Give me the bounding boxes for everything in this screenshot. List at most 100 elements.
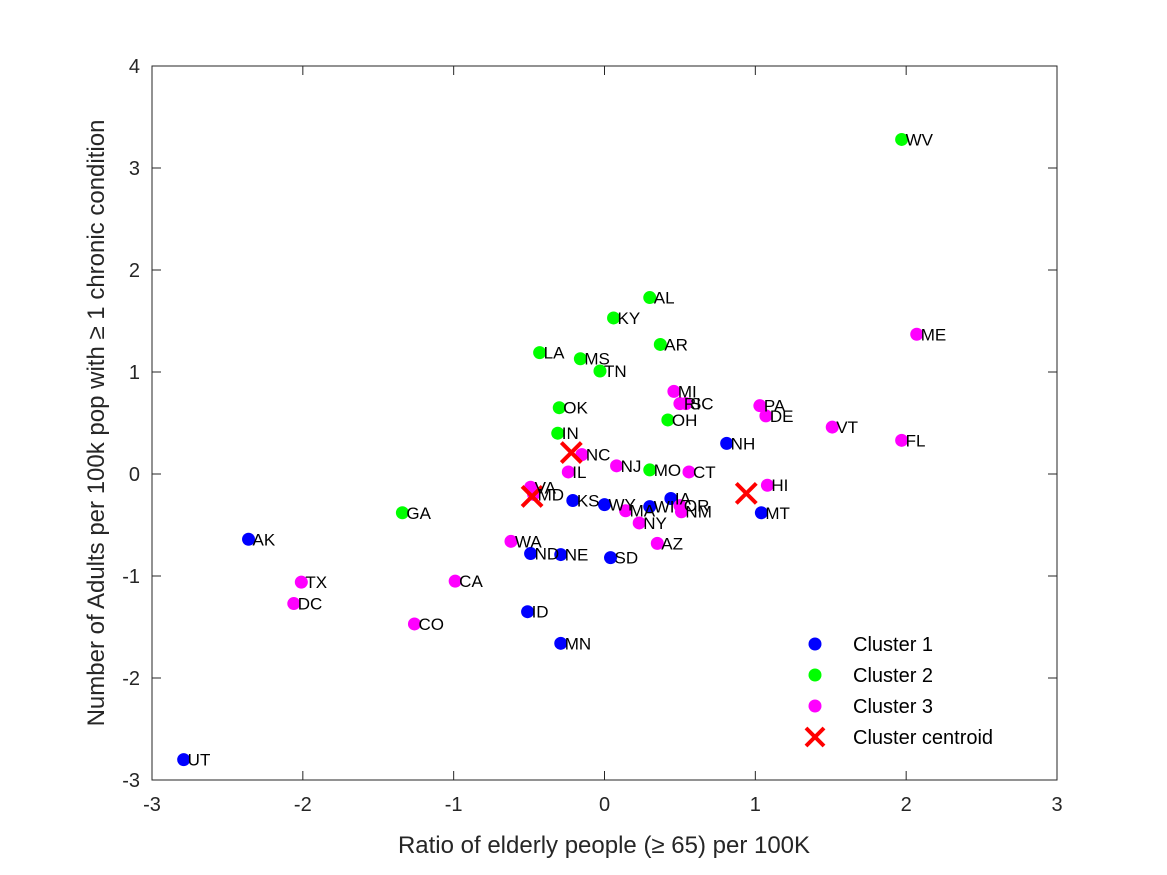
point-label: NJ — [621, 457, 642, 476]
y-tick-label: 4 — [129, 56, 140, 78]
data-point-tn — [593, 364, 607, 378]
data-point-oh — [661, 413, 675, 427]
point-label: WI — [654, 498, 675, 517]
point-label: WA — [515, 532, 542, 551]
x-tick-label: 2 — [901, 794, 912, 816]
data-point-ma — [619, 504, 633, 518]
data-point-ks — [566, 494, 580, 508]
point-label: SD — [615, 549, 639, 568]
point-label: AR — [664, 335, 688, 354]
axis-ticks: -3 -2 -1 0 1 2 3 -3 -2 -1 0 1 2 3 4 — [122, 56, 1062, 816]
point-label: SC — [690, 395, 714, 414]
data-point-ut — [177, 753, 191, 767]
data-point-dc — [287, 597, 301, 611]
x-tick-label: 0 — [599, 794, 610, 816]
y-tick-label: 2 — [129, 260, 140, 282]
cluster-centroid-marker — [734, 481, 758, 505]
data-point-wa — [504, 534, 518, 548]
legend-marker — [808, 699, 822, 713]
data-point-ky — [607, 311, 621, 325]
data-point-la — [533, 346, 547, 360]
data-points — [177, 132, 924, 767]
legend-entry: Cluster 3 — [808, 696, 933, 718]
y-tick-label: -3 — [122, 770, 140, 792]
y-tick-label: 1 — [129, 362, 140, 384]
data-point-wy — [598, 498, 611, 512]
data-point-ar — [653, 337, 667, 351]
point-label: FL — [906, 431, 926, 450]
point-label: NE — [565, 546, 589, 565]
data-point-fl — [895, 433, 909, 447]
point-label: NC — [586, 446, 611, 465]
point-label: MI — [678, 382, 697, 401]
point-label: MS — [584, 350, 610, 369]
data-point-mt — [754, 506, 768, 520]
data-point-az — [650, 536, 664, 550]
y-tick-label: -1 — [122, 566, 140, 588]
point-label: CT — [693, 463, 716, 482]
point-label: IA — [675, 489, 692, 508]
data-point-ne — [554, 548, 568, 562]
data-point-hi — [760, 478, 774, 492]
point-label: VA — [535, 478, 557, 497]
data-point-wv — [895, 132, 909, 146]
data-point-nh — [720, 436, 734, 450]
x-tick-label: -3 — [143, 794, 161, 816]
data-point-ok — [552, 401, 566, 415]
point-label: TX — [305, 573, 327, 592]
x-tick-label: 3 — [1051, 794, 1062, 816]
point-label: RI — [684, 395, 701, 414]
data-point-nm — [674, 505, 688, 519]
x-axis-label: Ratio of elderly people (≥ 65) per 100K — [398, 832, 810, 859]
point-label: DC — [298, 595, 323, 614]
point-label: WY — [609, 496, 636, 515]
data-point-ga — [395, 506, 409, 520]
data-point-in — [551, 426, 565, 440]
point-labels: AK UT ND NE SD ID MN KS WY WI IA NH MT WV AL KY AR LA MSTN… — [188, 130, 947, 769]
plot-frame — [151, 65, 1058, 781]
data-point-al — [643, 291, 657, 305]
data-point-id — [521, 605, 535, 619]
point-label: LA — [544, 344, 565, 363]
point-label: MD — [538, 485, 564, 504]
data-point-co — [407, 617, 421, 631]
point-label: OR — [684, 497, 710, 516]
point-label: PA — [764, 397, 786, 416]
cluster-centroid-marker — [559, 441, 583, 464]
data-point-wi — [643, 500, 657, 514]
point-label: NM — [685, 503, 711, 522]
point-label: NH — [731, 434, 756, 453]
data-point-sc — [679, 397, 693, 411]
data-point-ny — [632, 516, 646, 530]
legend-label: Cluster centroid — [853, 727, 993, 749]
data-point-vt — [825, 420, 839, 434]
legend-label: Cluster 1 — [853, 634, 933, 656]
y-tick-label: 3 — [129, 158, 140, 180]
point-label: GA — [406, 504, 431, 523]
data-point-de — [759, 409, 773, 423]
y-tick-label: -2 — [122, 668, 140, 690]
point-label: TN — [604, 362, 627, 381]
point-label: OH — [672, 411, 698, 430]
legend: Cluster 1 Cluster 2 Cluster 3 Cluster centr… — [804, 634, 993, 749]
data-point-ms — [573, 352, 587, 366]
data-point-il — [561, 465, 575, 479]
data-point-me — [910, 327, 924, 341]
point-label: AZ — [661, 534, 683, 553]
point-label: NY — [643, 514, 667, 533]
data-point-mo — [643, 463, 657, 477]
legend-marker — [804, 726, 826, 748]
point-label: AK — [253, 530, 276, 549]
legend-label: Cluster 3 — [853, 696, 933, 718]
data-point-pa — [753, 399, 767, 413]
legend-entry: Cluster centroid — [804, 726, 993, 749]
point-label: MO — [654, 461, 681, 480]
point-label: WV — [906, 130, 934, 149]
point-label: IN — [562, 424, 579, 443]
data-point-ct — [682, 465, 696, 479]
point-label: ID — [532, 603, 549, 622]
legend-label: Cluster 2 — [853, 665, 933, 687]
legend-entry: Cluster 2 — [808, 665, 933, 687]
point-label: VT — [836, 418, 858, 437]
